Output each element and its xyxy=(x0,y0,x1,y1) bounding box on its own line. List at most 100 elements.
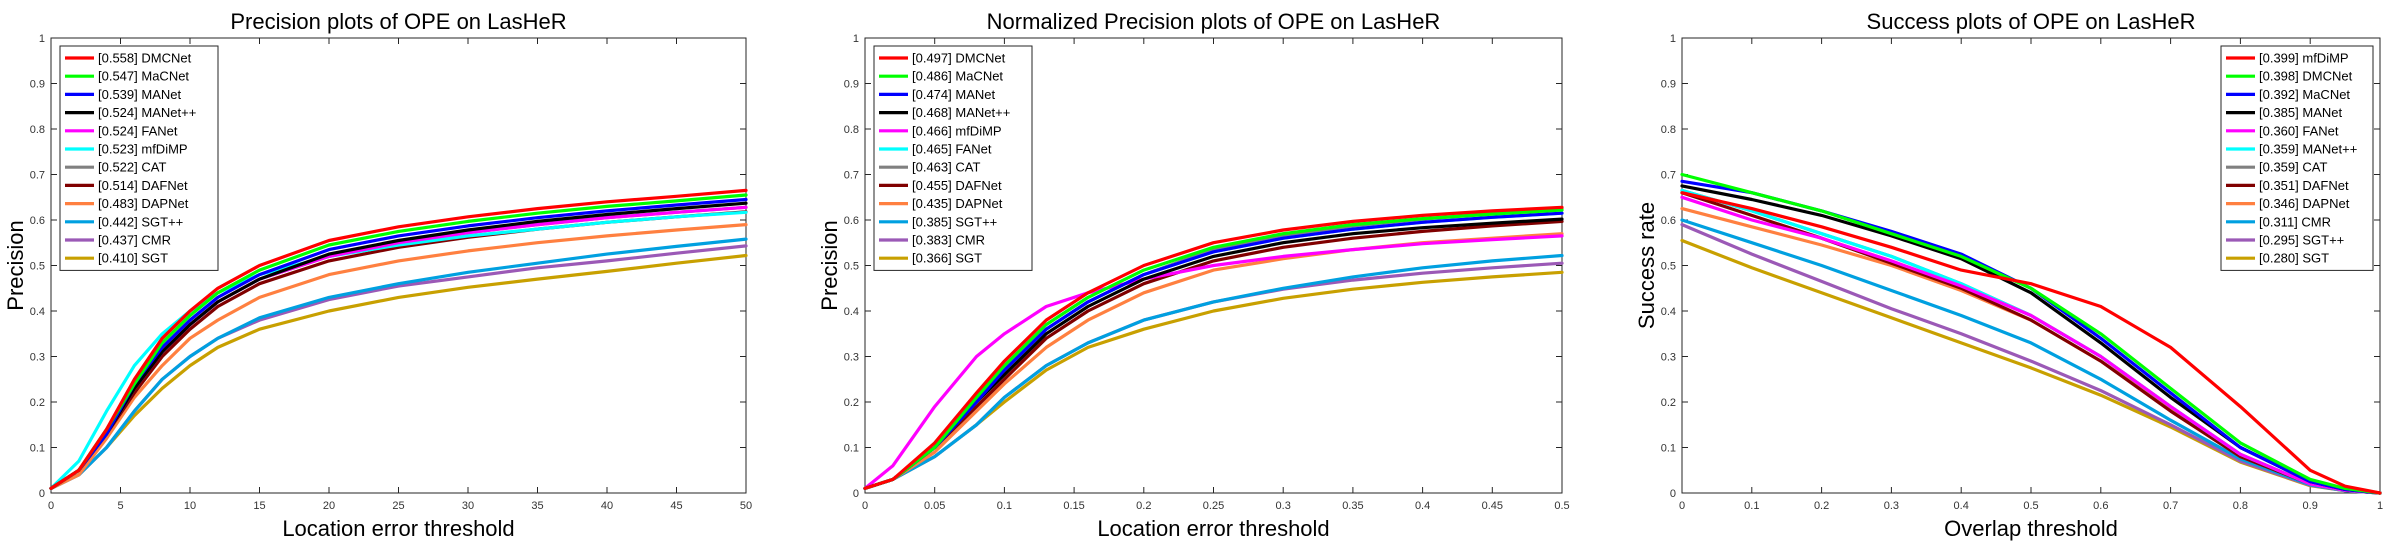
legend-item: [0.486] MaCNet xyxy=(879,69,1003,84)
y-tick-label: 0.2 xyxy=(1661,397,1676,409)
legend-label: [0.392] MaCNet xyxy=(2259,87,2350,102)
chart-panel-2: 0 0.05 0.1 0.15 0.2 0.25 0.3 0.35 0.4 0.45 0.5 0 0.1… xyxy=(817,9,1570,541)
legend-item: [0.435] DAPNet xyxy=(879,196,1003,211)
legend-item: [0.465] FANet xyxy=(879,142,992,157)
legend-label: [0.466] mfDiMP xyxy=(912,123,1002,138)
legend-label: [0.524] FANet xyxy=(98,123,178,138)
y-tick-label: 0.6 xyxy=(30,215,45,227)
x-tick-label: 0.3 xyxy=(1884,500,1899,512)
legend: [0.399] mfDiMP [0.398] DMCNet [0.392] MaCN… xyxy=(2220,45,2374,271)
x-axis: 0 0.1 0.2 0.3 0.4 0.5 0.6 0.7 0.8 0.9 1 xyxy=(1679,38,2383,512)
y-tick-label: 0.1 xyxy=(30,443,45,455)
x-tick-label: 0.2 xyxy=(1136,500,1151,512)
legend-item: [0.483] DAPNet xyxy=(65,196,189,211)
series-line-dapnet xyxy=(49,223,748,490)
legend-label: [0.359] CAT xyxy=(2259,160,2327,175)
x-tick-label: 0.05 xyxy=(924,500,945,512)
y-tick-label: 0 xyxy=(1670,488,1676,500)
y-tick-label: 0.5 xyxy=(844,261,859,273)
legend-item: [0.383] CMR xyxy=(879,233,985,248)
x-tick-label: 0 xyxy=(1679,500,1685,512)
y-tick-label: 0.6 xyxy=(844,215,859,227)
y-tick-label: 0.5 xyxy=(1661,261,1676,273)
y-tick-label: 0.4 xyxy=(1661,306,1676,318)
legend-item: [0.442] SGT++ xyxy=(65,214,183,229)
legend-item: [0.398] DMCNet xyxy=(2226,69,2353,84)
legend-item: [0.346] DAPNet xyxy=(2226,196,2350,211)
legend-label: [0.514] DAFNet xyxy=(98,178,188,193)
legend-box xyxy=(873,45,1033,271)
x-tick-label: 0.4 xyxy=(1415,500,1430,512)
legend-label: [0.295] SGT++ xyxy=(2259,233,2344,248)
legend-label: [0.359] MANet++ xyxy=(2259,142,2357,157)
legend-label: [0.437] CMR xyxy=(98,233,171,248)
y-tick-label: 0.8 xyxy=(1661,124,1676,136)
legend-label: [0.523] mfDiMP xyxy=(98,142,188,157)
chart-panel-3: 0 0.1 0.2 0.3 0.4 0.5 0.6 0.7 0.8 0.9 100.10.20.30… xyxy=(1634,9,2383,541)
series-lines xyxy=(49,188,748,490)
series-line-dmcnet xyxy=(1680,172,2382,495)
legend-label: [0.385] SGT++ xyxy=(912,214,997,229)
legend-label: [0.280] SGT xyxy=(2259,251,2329,266)
y-tick-label: 0 xyxy=(853,488,859,500)
series-line-sgt- xyxy=(863,253,1564,490)
legend-item: [0.524] MANet++ xyxy=(65,105,196,120)
legend-item: [0.351] DAFNet xyxy=(2226,178,2349,193)
chart-panel-1: 0 5 10 15 20 25 30 35 40 45 5000.10.20.30.40.50.60… xyxy=(3,9,752,541)
legend-item: [0.523] mfDiMP xyxy=(65,142,188,157)
series-lines xyxy=(1680,172,2382,495)
y-tick-label: 0.5 xyxy=(30,261,45,273)
legend-item: [0.359] CAT xyxy=(2226,160,2327,175)
legend-item: [0.455] DAFNet xyxy=(879,178,1002,193)
x-tick-label: 30 xyxy=(462,500,474,512)
x-axis: 0 5 10 15 20 25 30 35 40 45 50 xyxy=(48,38,752,512)
series-line-sgt- xyxy=(49,237,748,490)
x-axis-label: Location error threshold xyxy=(282,516,514,541)
series-line-fanet xyxy=(1680,195,2382,495)
x-tick-label: 0 xyxy=(48,500,54,512)
y-axis-label: Precision xyxy=(3,220,28,310)
legend-item: [0.524] FANet xyxy=(65,123,178,138)
x-tick-label: 50 xyxy=(740,500,752,512)
legend-label: [0.398] DMCNet xyxy=(2259,69,2353,84)
x-axis: 0 0.05 0.1 0.15 0.2 0.25 0.3 0.35 0.4 0.45 0.5 xyxy=(862,38,1570,512)
legend-item: [0.466] mfDiMP xyxy=(879,123,1002,138)
y-tick-label: 1 xyxy=(39,33,45,45)
y-tick-label: 0.7 xyxy=(30,170,45,182)
legend-label: [0.385] MANet xyxy=(2259,105,2342,120)
legend-label: [0.558] DMCNet xyxy=(98,51,192,66)
legend-item: [0.360] FANet xyxy=(2226,123,2339,138)
legend-label: [0.468] MANet++ xyxy=(912,105,1010,120)
y-tick-label: 0.9 xyxy=(1661,79,1676,91)
x-tick-label: 5 xyxy=(117,500,123,512)
legend-label: [0.547] MaCNet xyxy=(98,69,189,84)
legend-item: [0.385] MANet xyxy=(2226,105,2342,120)
y-tick-label: 0.2 xyxy=(30,397,45,409)
legend-item: [0.539] MANet xyxy=(65,87,181,102)
x-axis-label: Location error threshold xyxy=(1097,516,1329,541)
legend-item: [0.437] CMR xyxy=(65,233,171,248)
y-tick-label: 0.6 xyxy=(1661,215,1676,227)
legend-item: [0.497] DMCNet xyxy=(879,51,1006,66)
y-tick-label: 0.2 xyxy=(844,397,859,409)
chart-title: Precision plots of OPE on LasHeR xyxy=(230,9,566,34)
legend-label: [0.442] SGT++ xyxy=(98,214,183,229)
legend-item: [0.399] mfDiMP xyxy=(2226,51,2349,66)
y-axis-label: Precision xyxy=(817,220,842,310)
x-tick-label: 0.1 xyxy=(1744,500,1759,512)
y-tick-label: 0.1 xyxy=(1661,443,1676,455)
legend-label: [0.399] mfDiMP xyxy=(2259,51,2349,66)
legend: [0.497] DMCNet [0.486] MaCNet [0.474] MANe… xyxy=(873,45,1033,271)
y-axis: 0 0.1 0.2 0.3 0.4 0.5 0.6 0.7 0.8 0.9 1 xyxy=(1661,33,2380,500)
y-tick-label: 0.7 xyxy=(844,170,859,182)
y-tick-label: 0.3 xyxy=(844,352,859,364)
x-tick-label: 0.4 xyxy=(1954,500,1969,512)
y-tick-label: 0.4 xyxy=(844,306,859,318)
legend-box xyxy=(59,45,219,271)
legend-label: [0.383] CMR xyxy=(912,233,985,248)
x-tick-label: 0.7 xyxy=(2163,500,2178,512)
x-tick-label: 0.8 xyxy=(2233,500,2248,512)
x-tick-label: 1 xyxy=(2377,500,2383,512)
x-tick-label: 20 xyxy=(323,500,335,512)
